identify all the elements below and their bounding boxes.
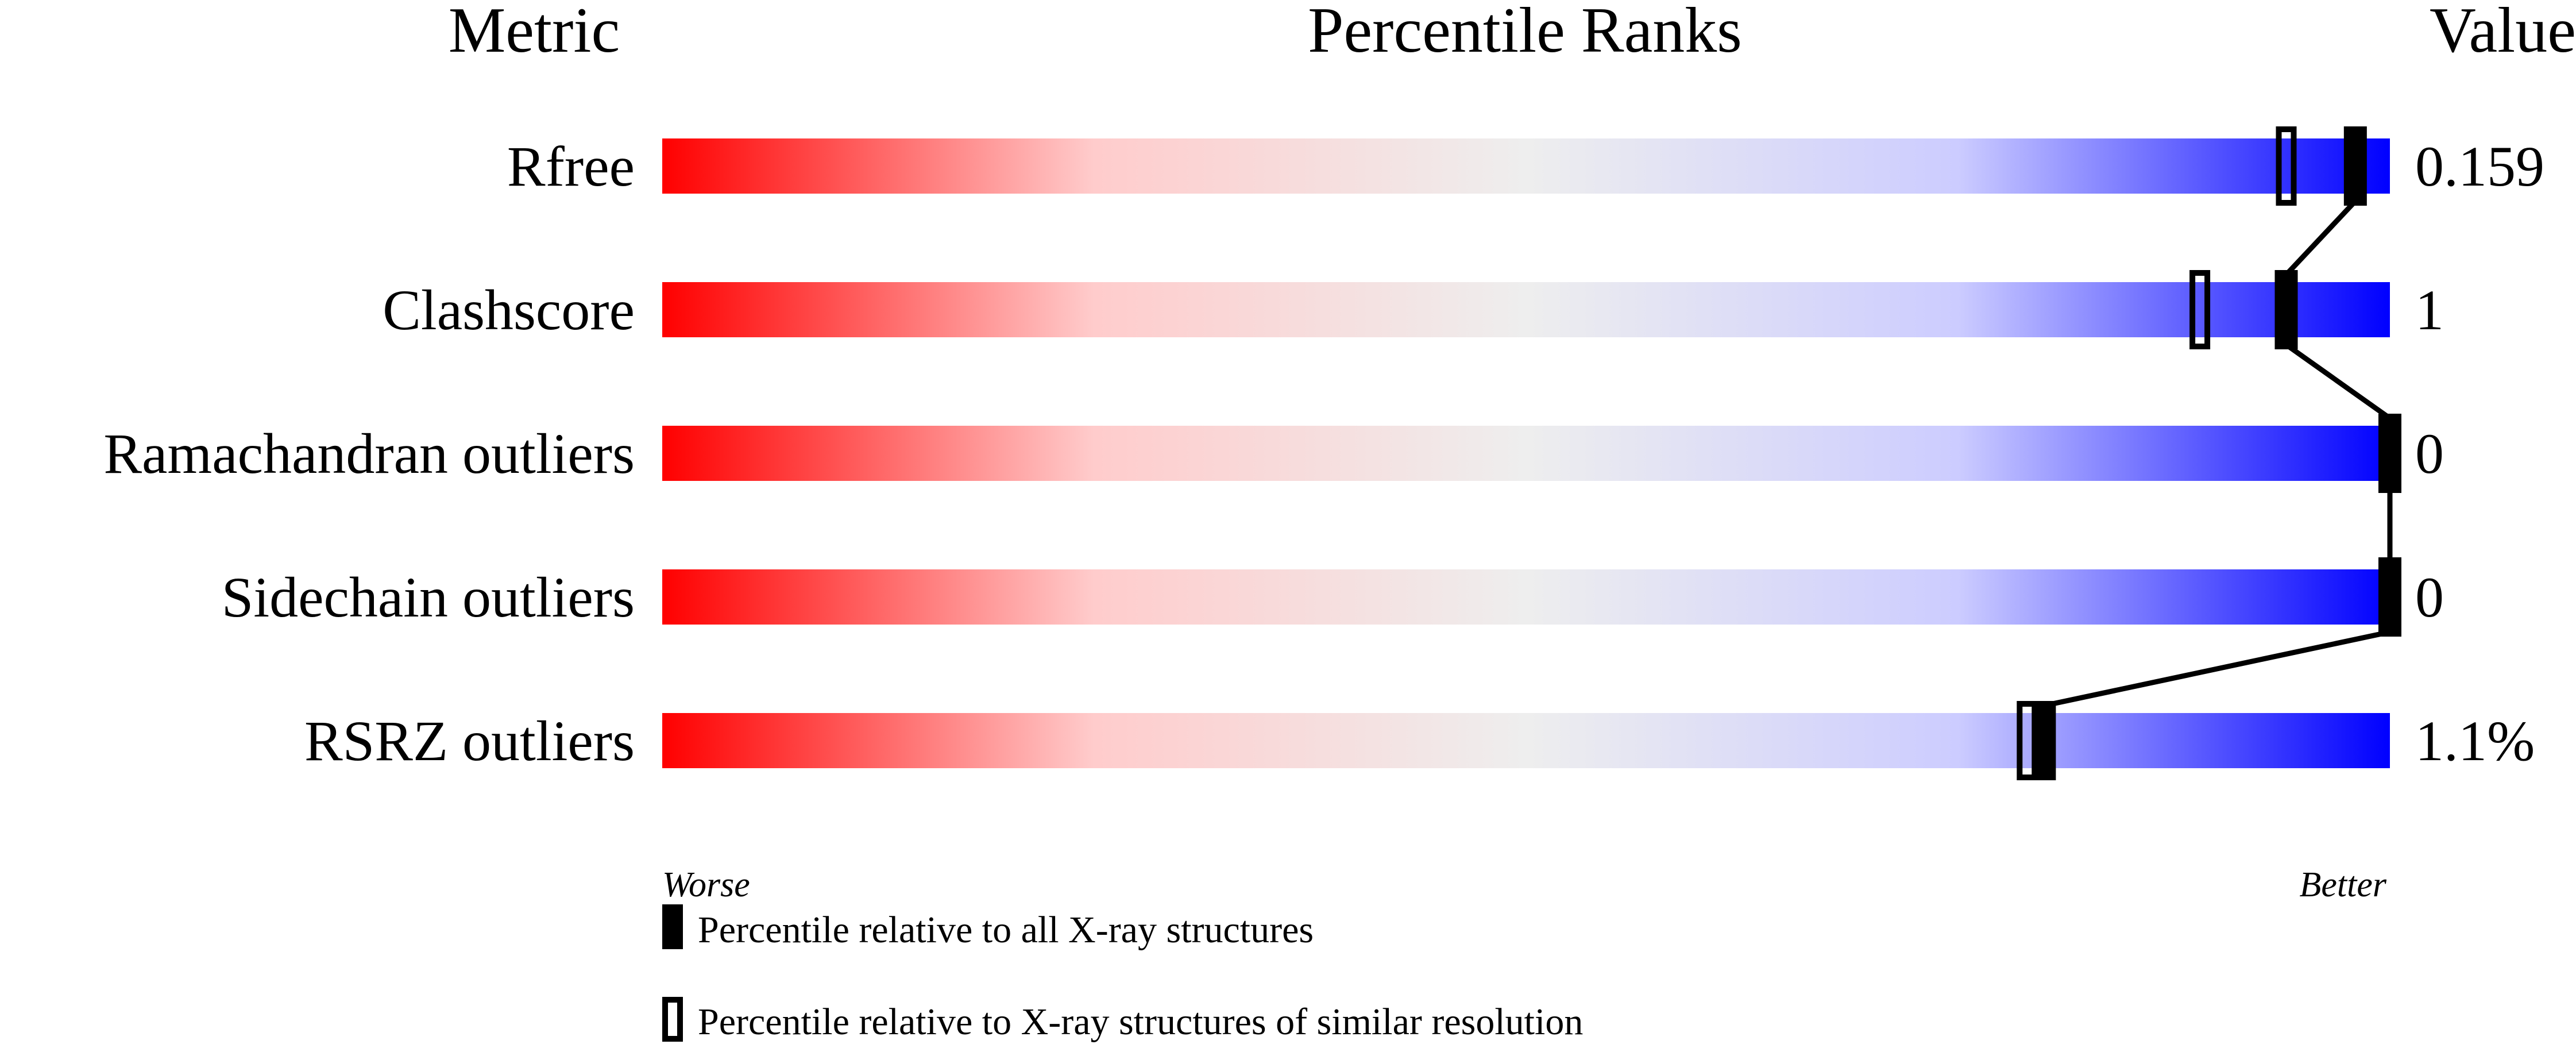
metric-label: Sidechain outliers xyxy=(222,565,635,629)
better-label: Better xyxy=(2300,865,2387,904)
metric-value: 0.159 xyxy=(2415,134,2544,198)
percentile-bar xyxy=(662,569,2390,625)
percentile-bar xyxy=(662,713,2390,768)
all-structures-marker xyxy=(2378,557,2401,637)
legend-filled-marker xyxy=(662,904,683,949)
metric-label: Ramachandran outliers xyxy=(103,422,635,486)
percentile-bar xyxy=(662,426,2390,481)
legend-open-marker xyxy=(662,997,683,1042)
all-structures-marker xyxy=(2274,270,2298,349)
similar-resolution-marker xyxy=(2189,270,2211,349)
metric-value: 0 xyxy=(2415,422,2444,486)
header-value: Value xyxy=(2430,0,2576,66)
similar-resolution-marker xyxy=(2276,126,2297,206)
metric-label: RSRZ outliers xyxy=(304,709,635,773)
metric-value: 1.1% xyxy=(2415,709,2535,773)
all-structures-marker xyxy=(2343,126,2367,206)
percentile-bar xyxy=(662,282,2390,337)
metric-value: 0 xyxy=(2415,565,2444,629)
metric-label: Clashscore xyxy=(383,278,635,342)
connector-line xyxy=(2284,199,2358,277)
all-structures-marker xyxy=(2033,701,2056,780)
connector-line xyxy=(2044,629,2390,708)
header-metric: Metric xyxy=(449,0,620,66)
worse-label: Worse xyxy=(662,865,750,904)
header-percentile-ranks: Percentile Ranks xyxy=(1308,0,1742,66)
legend-all-label: Percentile relative to all X-ray structu… xyxy=(698,909,1314,951)
metric-value: 1 xyxy=(2415,278,2444,342)
legend-similar-label: Percentile relative to X-ray structures … xyxy=(698,1001,1583,1043)
percentile-bar xyxy=(662,138,2390,194)
all-structures-marker xyxy=(2378,414,2401,493)
metric-label: Rfree xyxy=(507,134,635,198)
connector-line xyxy=(2284,342,2392,421)
